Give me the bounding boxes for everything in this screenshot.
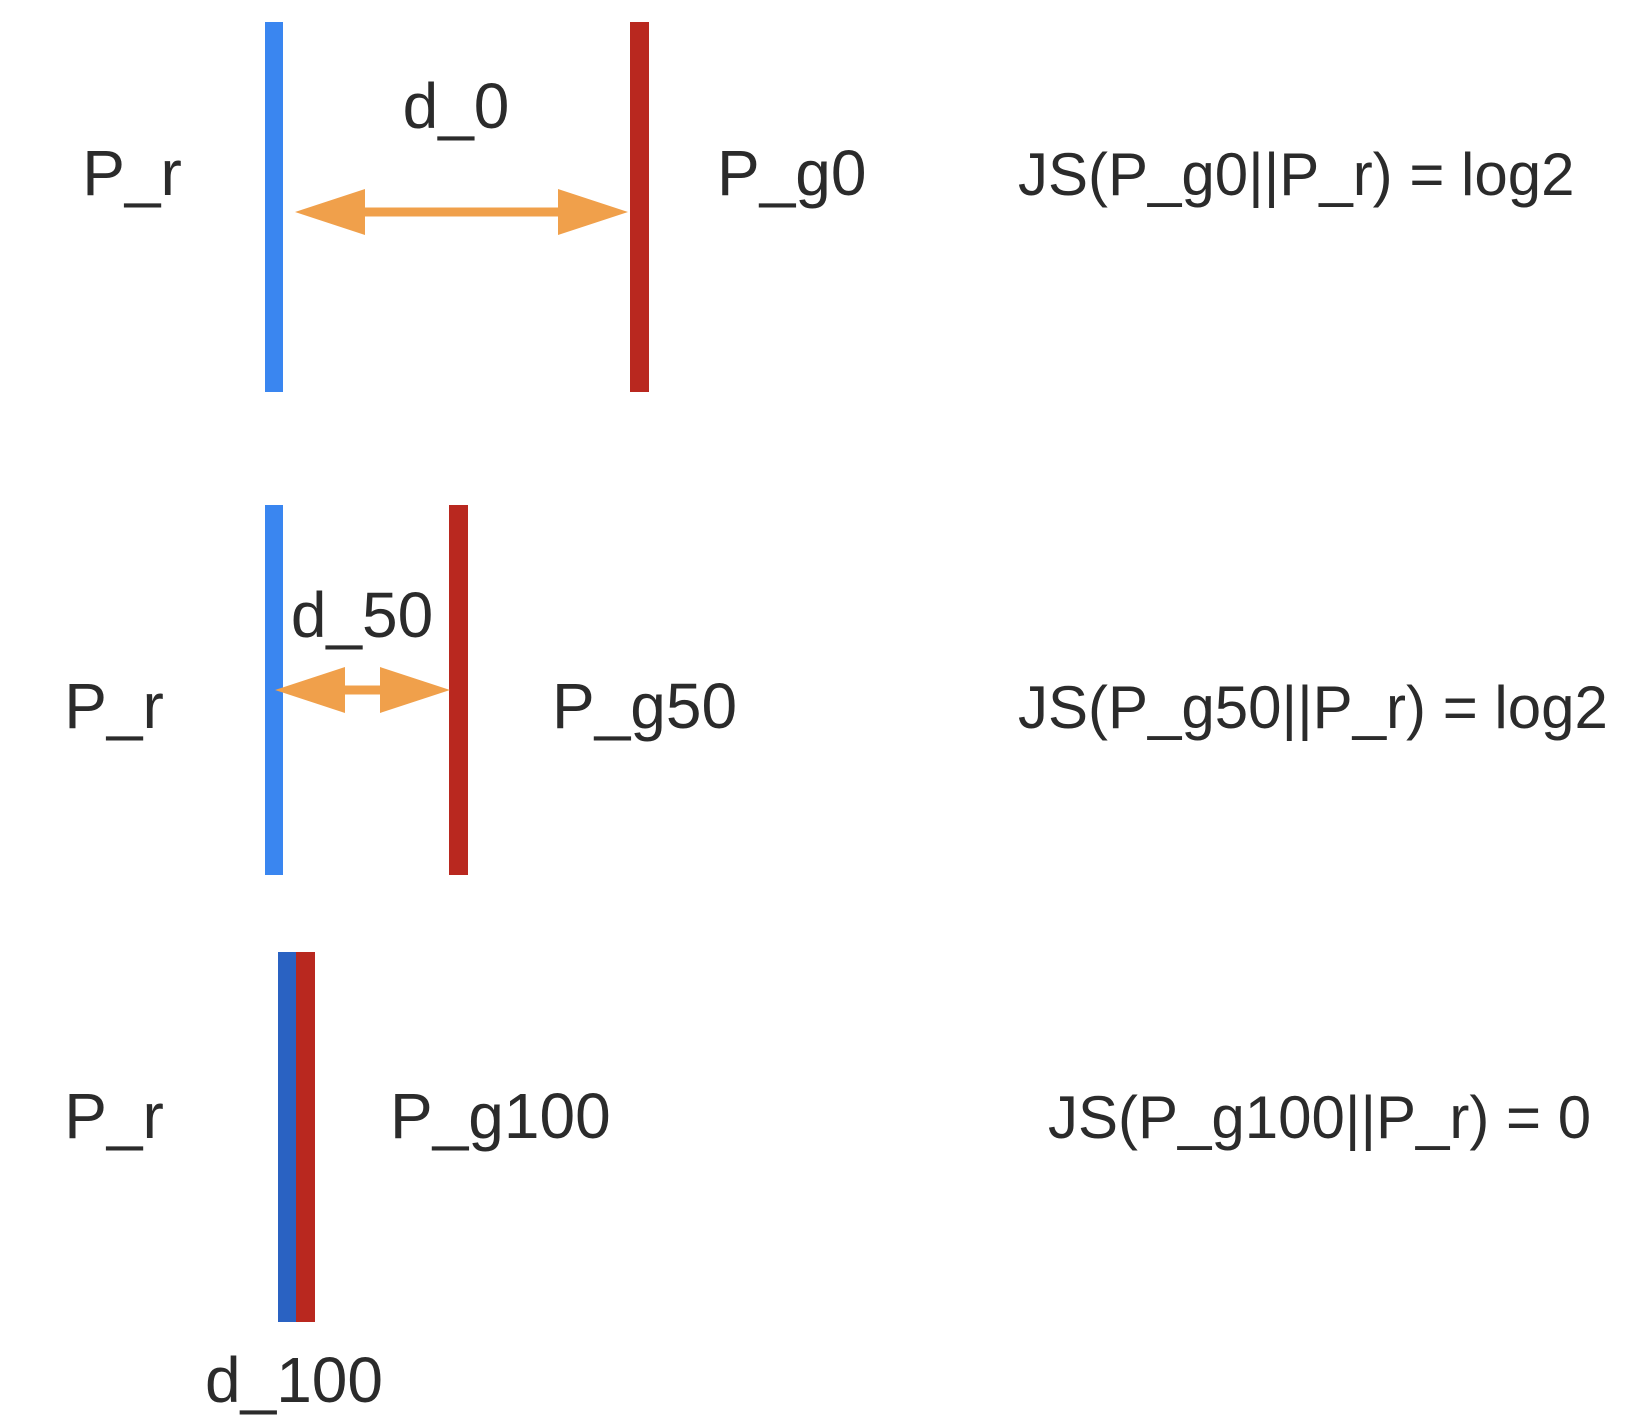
generated-distribution-label: P_g100 <box>390 1080 611 1152</box>
real-distribution-label: P_r <box>64 1080 164 1152</box>
real-distribution-label: P_r <box>64 670 164 742</box>
distance-arrow <box>275 667 450 713</box>
generated-distribution-bar <box>449 505 468 875</box>
generated-distribution-label: P_g50 <box>552 670 737 742</box>
generated-distribution-bar <box>630 22 649 392</box>
row-d100: d_100 P_r P_g100 JS(P_g100||P_r) = 0 <box>64 952 1591 1416</box>
js-divergence-formula: JS(P_g50||P_r) = log2 <box>1018 674 1608 741</box>
real-distribution-label: P_r <box>82 137 182 209</box>
real-distribution-bar <box>265 505 283 875</box>
js-divergence-formula: JS(P_g0||P_r) = log2 <box>1018 141 1574 208</box>
row-d50: d_50 P_r P_g50 JS(P_g50||P_r) = log2 <box>64 505 1608 875</box>
generated-distribution-label: P_g0 <box>717 137 866 209</box>
distance-label: d_50 <box>291 579 433 651</box>
distance-label: d_0 <box>403 70 510 142</box>
distance-label: d_100 <box>205 1344 383 1416</box>
distance-arrow <box>295 189 628 235</box>
js-divergence-formula: JS(P_g100||P_r) = 0 <box>1048 1084 1591 1151</box>
real-distribution-bar <box>265 22 283 392</box>
generated-distribution-bar <box>296 952 315 1322</box>
real-distribution-bar <box>278 952 298 1322</box>
row-d0: d_0 P_r P_g0 JS(P_g0||P_r) = log2 <box>82 22 1574 392</box>
